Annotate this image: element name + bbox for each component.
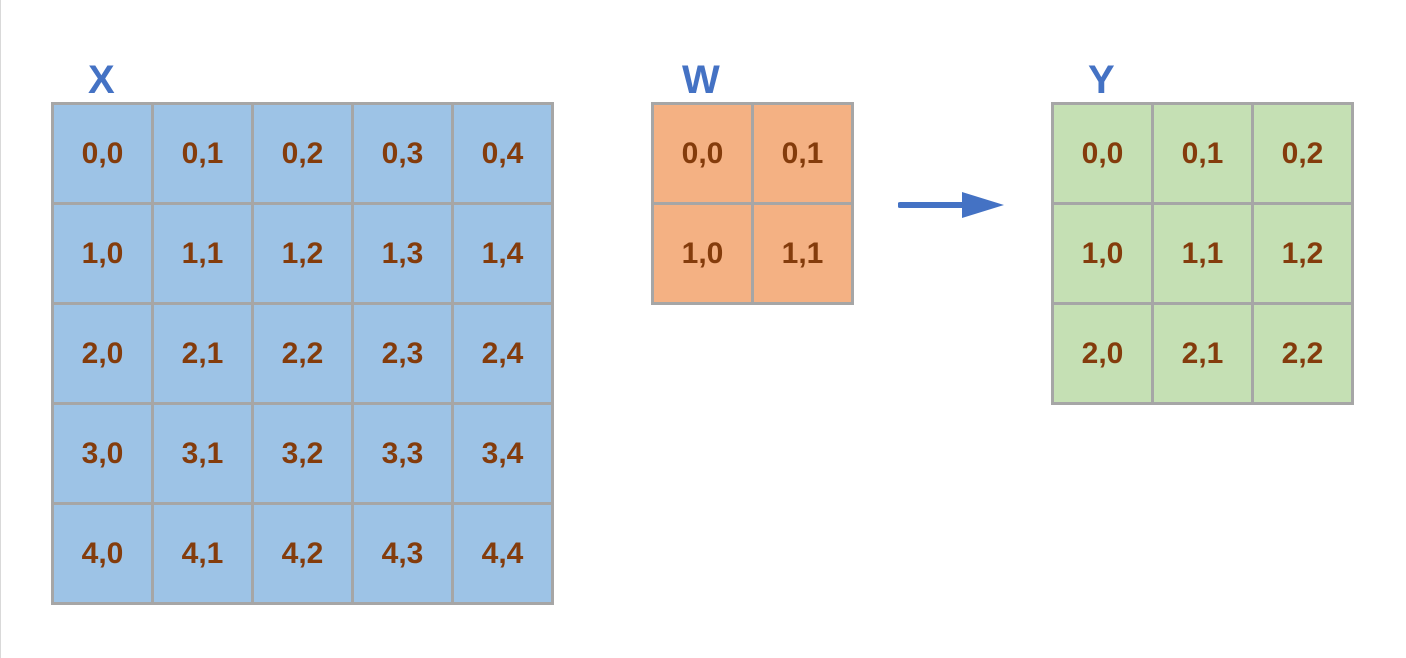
matrix-y-cell: 0,2 <box>1254 105 1351 202</box>
matrix-x-cell: 0,0 <box>54 105 151 202</box>
matrix-x-cell: 1,1 <box>154 205 251 302</box>
matrix-x-cell: 2,4 <box>454 305 551 402</box>
matrix-y-cell: 2,2 <box>1254 305 1351 402</box>
matrix-y-cell: 1,1 <box>1154 205 1251 302</box>
matrix-x-cell: 3,1 <box>154 405 251 502</box>
matrix-w-label: W <box>682 58 720 102</box>
matrix-x-cell: 1,4 <box>454 205 551 302</box>
matrix-x-cell: 2,2 <box>254 305 351 402</box>
matrix-w-cell: 1,0 <box>654 205 751 302</box>
matrix-x-cell: 2,3 <box>354 305 451 402</box>
matrix-y-cell: 1,2 <box>1254 205 1351 302</box>
matrix-x-cell: 1,2 <box>254 205 351 302</box>
matrix-x-cell: 0,1 <box>154 105 251 202</box>
matrix-x-cell: 3,0 <box>54 405 151 502</box>
matrix-y-cell: 1,0 <box>1054 205 1151 302</box>
arrow-head <box>962 192 1004 218</box>
matrix-w-cell: 0,1 <box>754 105 851 202</box>
matrix-y-label: Y <box>1088 58 1115 102</box>
matrix-x-cell: 4,1 <box>154 505 251 602</box>
matrix-y-cell: 0,0 <box>1054 105 1151 202</box>
matrix-w-cell: 0,0 <box>654 105 751 202</box>
matrix-x-cell: 3,4 <box>454 405 551 502</box>
matrix-x-cell: 0,4 <box>454 105 551 202</box>
matrix-x-cell: 4,4 <box>454 505 551 602</box>
matrix-x-label: X <box>88 58 115 102</box>
matrix-x-cell: 0,3 <box>354 105 451 202</box>
matrix-x-cell: 1,3 <box>354 205 451 302</box>
left-edge-divider <box>0 0 1 658</box>
matrix-x-grid: 0,0 0,1 0,2 0,3 0,4 1,0 1,1 1,2 1,3 1,4 2,0 2,1 2,2 2… <box>51 102 554 605</box>
matrix-y-cell: 2,1 <box>1154 305 1251 402</box>
matrix-y-cell: 0,1 <box>1154 105 1251 202</box>
matrix-x-cell: 2,0 <box>54 305 151 402</box>
matrix-w-grid: 0,0 0,1 1,0 1,1 <box>651 102 854 305</box>
matrix-x-cell: 3,2 <box>254 405 351 502</box>
matrix-x-cell: 0,2 <box>254 105 351 202</box>
matrix-y-cell: 2,0 <box>1054 305 1151 402</box>
matrix-x-cell: 4,2 <box>254 505 351 602</box>
matrix-x-cell: 2,1 <box>154 305 251 402</box>
matrix-x-cell: 1,0 <box>54 205 151 302</box>
matrix-y-grid: 0,0 0,1 0,2 1,0 1,1 1,2 2,0 2,1 2,2 <box>1051 102 1354 405</box>
matrix-w-cell: 1,1 <box>754 205 851 302</box>
matrix-x-cell: 3,3 <box>354 405 451 502</box>
matrix-x-cell: 4,0 <box>54 505 151 602</box>
matrix-x-cell: 4,3 <box>354 505 451 602</box>
arrow-right-icon <box>898 192 1004 218</box>
